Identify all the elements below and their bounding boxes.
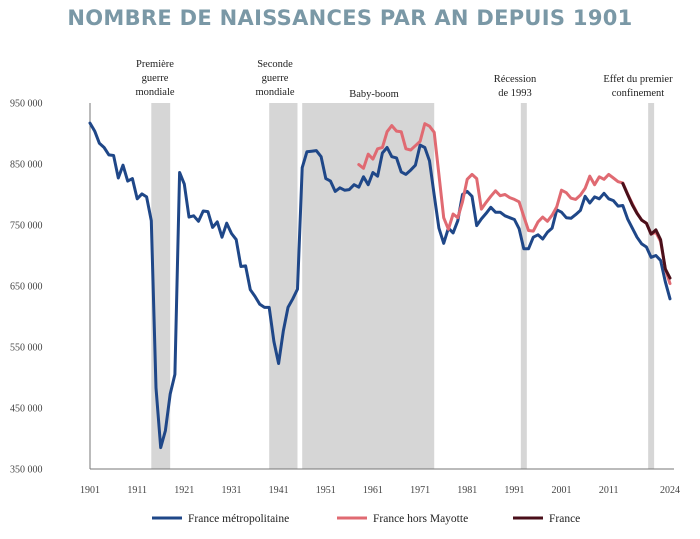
x-tick-label: 1901 [80, 485, 100, 496]
shaded-periods [151, 103, 655, 469]
annotations: Première guerre mondiale Seconde guerre mondi… [135, 59, 673, 100]
y-tick-label: 750 000 [10, 221, 43, 232]
annotation-label: Baby-boom [349, 89, 399, 100]
y-tick-label: 450 000 [10, 404, 43, 415]
y-tick-label: 550 000 [10, 343, 43, 354]
series-lines [88, 121, 672, 450]
annotation-label: guerre [142, 73, 169, 84]
series-line-france [621, 182, 672, 280]
annotation-label: guerre [262, 73, 289, 84]
y-tick-label: 950 000 [10, 99, 43, 110]
x-tick-label: 1911 [127, 485, 147, 496]
annotation-label: Effet du premier [603, 74, 673, 85]
legend-label: France métropolitaine [188, 513, 289, 525]
x-tick-label: 2001 [552, 485, 572, 496]
annotation-label: confinement [612, 88, 665, 99]
annotation-label: mondiale [135, 87, 174, 98]
x-tick-label: 1931 [221, 485, 241, 496]
shaded-period-4 [648, 103, 655, 469]
series-line-metro [88, 121, 672, 450]
annotation-label: Récession [494, 74, 537, 85]
y-tick-label: 850 000 [10, 160, 43, 171]
legend: France métropolitaine France hors Mayotte… [152, 513, 580, 525]
y-tick-label: 650 000 [10, 282, 43, 293]
x-tick-label: 1921 [174, 485, 194, 496]
x-tick-label: 1941 [269, 485, 289, 496]
y-tick-label: 350 000 [10, 465, 43, 476]
annotation-label: Seconde [257, 59, 293, 70]
x-tick-label: 2024 [660, 485, 680, 496]
shaded-period-3 [520, 103, 527, 469]
series-line-hors_mayotte [357, 122, 672, 286]
annotation-label: de 1993 [498, 88, 532, 99]
x-tick-label: 1971 [410, 485, 430, 496]
x-tick-label: 1961 [363, 485, 383, 496]
legend-label: France [549, 513, 580, 525]
x-tick-label: 2011 [599, 485, 619, 496]
x-tick-label: 1951 [316, 485, 336, 496]
shaded-period-1 [269, 103, 298, 469]
annotation-label: Première [136, 59, 174, 70]
x-tick-label: 1981 [457, 485, 477, 496]
x-tick-label: 1991 [504, 485, 524, 496]
chart-title: NOMBRE DE NAISSANCES PAR AN DEPUIS 1901 [67, 6, 633, 30]
legend-label: France hors Mayotte [373, 513, 468, 525]
axes [89, 103, 674, 470]
annotation-label: mondiale [255, 87, 294, 98]
tick-labels: 350 000 450 000 550 000 650 000 750 000 850 0… [10, 99, 680, 497]
